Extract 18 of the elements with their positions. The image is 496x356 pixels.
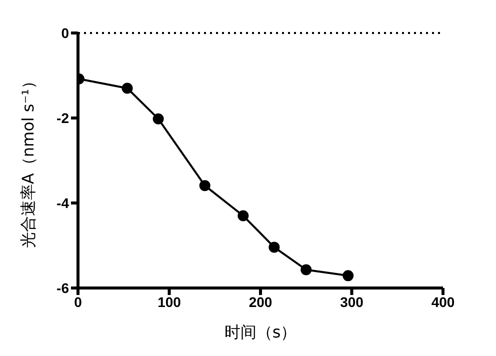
y-axis-title: 光合速率A（nmol s⁻¹） (18, 72, 38, 248)
x-axis-title: 时间（s） (224, 322, 297, 342)
point (199, 180, 210, 192)
point (342, 270, 354, 282)
point (268, 242, 280, 253)
x-tick-label: 0 (74, 294, 82, 310)
point (122, 82, 133, 94)
point (238, 210, 249, 222)
y-tick-label: -6 (56, 280, 70, 296)
y-tick-label: -4 (56, 194, 70, 211)
x-tick-label: 200 (248, 294, 272, 310)
y-tick-label: 0 (61, 24, 70, 41)
x-tick-label: 400 (431, 294, 455, 310)
x-tick-label: 300 (340, 294, 364, 310)
x-tick-label: 100 (158, 294, 182, 310)
y-tick-label: -2 (56, 110, 70, 126)
point (152, 113, 164, 124)
point (300, 264, 312, 276)
